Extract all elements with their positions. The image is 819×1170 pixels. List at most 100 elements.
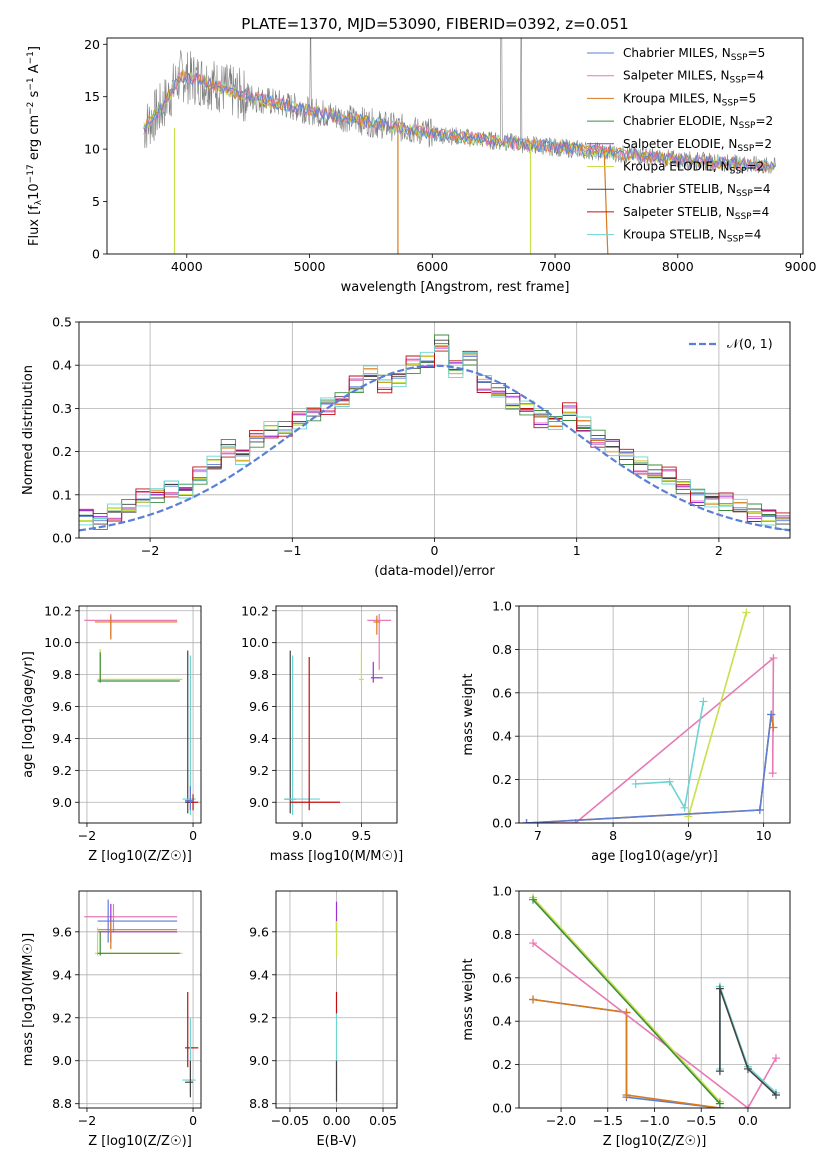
histogram-step-line <box>79 345 790 526</box>
x-tick-label: 2 <box>715 543 723 558</box>
legend-n-label: , N <box>718 205 735 219</box>
weight-series-line <box>687 612 748 817</box>
y-tick-label: 9.2 <box>249 1010 269 1025</box>
y-tick-label: 9.6 <box>249 699 269 714</box>
legend-n-subscript: SSP <box>735 212 752 222</box>
normal-distribution-curve <box>79 364 790 532</box>
legend-label: Kroupa MILES, NSSP=5 <box>623 91 756 108</box>
model-spectrum-line <box>143 72 776 173</box>
axes-frame <box>78 890 202 1109</box>
y-axis-label-part: −1 <box>26 77 36 90</box>
axes-frame <box>518 605 791 824</box>
weight-point-marker <box>771 1054 780 1063</box>
legend-n-value: =2 <box>755 114 773 128</box>
weight-series-line <box>526 714 775 823</box>
legend-n-label: , N <box>722 114 739 128</box>
figure-title: PLATE=1370, MJD=53090, FIBERID=0392, z=0… <box>241 15 628 33</box>
y-axis-label: mass [log10(M/M☉)] <box>21 933 36 1066</box>
y-tick-label: 9.4 <box>52 967 72 982</box>
y-tick-label: 9.0 <box>52 795 72 810</box>
x-tick-label: 4000 <box>171 259 203 274</box>
y-tick-label: 1.0 <box>492 884 512 899</box>
legend-label: 𝒩(0, 1) <box>727 336 773 351</box>
y-tick-label: 0.0 <box>52 531 72 546</box>
axes-frame <box>275 605 398 824</box>
y-tick-label: 9.6 <box>52 699 72 714</box>
weight-point-marker <box>529 939 538 948</box>
mass-vs-metallicity-panel: −2 0 8.8 9.0 9.2 9.4 9.6 Z [log10(Z/Z☉)] mass [l… <box>21 890 202 1149</box>
x-tick-label: 8000 <box>662 259 694 274</box>
x-tick-label: −0.05 <box>271 1113 309 1128</box>
x-tick-label: 5000 <box>294 259 326 274</box>
legend-n-subscript: SSP <box>730 167 747 177</box>
y-tick-label: 0.2 <box>492 1057 512 1072</box>
weight-point-marker <box>715 984 724 993</box>
legend-model: Chabrier STELIB <box>623 182 719 196</box>
y-tick-label: 0.1 <box>52 487 72 502</box>
y-tick-label: 0.0 <box>492 816 512 831</box>
y-tick-label: 10.2 <box>44 603 72 618</box>
axes-frame <box>78 605 202 824</box>
y-tick-label: 0.8 <box>492 642 512 657</box>
x-axis-label: mass [log10(M/M☉)] <box>270 849 403 864</box>
weight-series-line <box>532 998 721 1108</box>
legend-n-label: , N <box>705 91 722 105</box>
legend-n-value: =4 <box>753 182 771 196</box>
legend-n-label: , N <box>713 160 730 174</box>
y-tick-label: 9.4 <box>52 731 72 746</box>
y-tick-label: 9.2 <box>249 763 269 778</box>
y-tick-label: 9.8 <box>52 667 72 682</box>
legend-label: Salpeter ELODIE, NSSP=2 <box>623 137 772 154</box>
y-tick-label: 5 <box>92 194 100 209</box>
y-axis-label-part: Flux [f <box>27 205 42 246</box>
y-tick-label: 9.2 <box>52 1010 72 1025</box>
residuals-histogram-panel: −2 −1 0 1 2 0.0 0.1 0.2 0.3 0.4 0.5 𝒩(0, 1) (data-mo… <box>21 315 791 579</box>
x-tick-label: −1.5 <box>593 1113 623 1128</box>
weight-point-marker <box>522 819 531 823</box>
x-tick-label: 0 <box>189 828 197 843</box>
axes-frame <box>518 890 791 1109</box>
model-spectrum-line <box>143 72 777 172</box>
y-axis-label-part: s <box>27 90 42 101</box>
x-tick-label: 9000 <box>785 259 817 274</box>
x-tick-label: 9.0 <box>292 828 312 843</box>
x-tick-label: 10 <box>756 828 772 843</box>
weight-series-line <box>526 714 772 823</box>
legend-label: Chabrier STELIB, NSSP=4 <box>623 182 771 199</box>
y-axis-label: age [log10(age/yr)] <box>21 651 36 778</box>
weight-point-marker <box>622 1090 631 1099</box>
x-axis-label: age [log10(age/yr)] <box>591 849 718 864</box>
legend-n-label: , N <box>721 137 738 151</box>
y-axis-label-part: λ <box>34 199 44 205</box>
y-tick-label: 10 <box>84 142 100 157</box>
y-axis-label-part: A <box>27 64 42 77</box>
y-tick-label: 0.0 <box>492 1101 512 1116</box>
weight-point-marker <box>743 1064 752 1073</box>
y-tick-label: 0.4 <box>492 1014 512 1029</box>
y-axis-label-part: ] <box>27 46 42 51</box>
age-vs-mass-panel: 9.0 9.5 9.0 9.2 9.4 9.6 9.8 10.0 10.2 mass [log10… <box>241 603 403 864</box>
x-tick-label: 7 <box>534 828 542 843</box>
y-tick-label: 0 <box>92 247 100 262</box>
x-tick-label: 6000 <box>416 259 448 274</box>
weight-point-marker <box>755 805 764 814</box>
weight-series-line <box>635 701 705 811</box>
y-tick-label: 10.0 <box>241 635 269 650</box>
y-axis-label-part: 10 <box>27 183 42 200</box>
legend-n-subscript: SSP <box>736 189 753 199</box>
x-tick-label: 0 <box>431 543 439 558</box>
legend-n-subscript: SSP <box>722 98 739 108</box>
weight-point-marker <box>715 1099 724 1108</box>
weight-series-line <box>532 896 721 1103</box>
weight-vs-metallicity-panel: −2.0 −1.5 −1.0 −0.5 0.0 0.0 0.2 0.4 0.6 0.8 1.0 Z [… <box>461 884 791 1149</box>
y-tick-label: 9.6 <box>52 924 72 939</box>
legend-model: Kroupa MILES <box>623 91 705 105</box>
y-axis-label-part: erg cm <box>27 115 42 164</box>
plot-area <box>143 38 777 254</box>
legend-n-label: , N <box>714 46 731 60</box>
legend-model: Chabrier MILES <box>623 46 714 60</box>
legend-n-value: =4 <box>744 228 762 242</box>
y-tick-label: 0.2 <box>52 444 72 459</box>
weight-point-marker <box>715 1067 724 1076</box>
